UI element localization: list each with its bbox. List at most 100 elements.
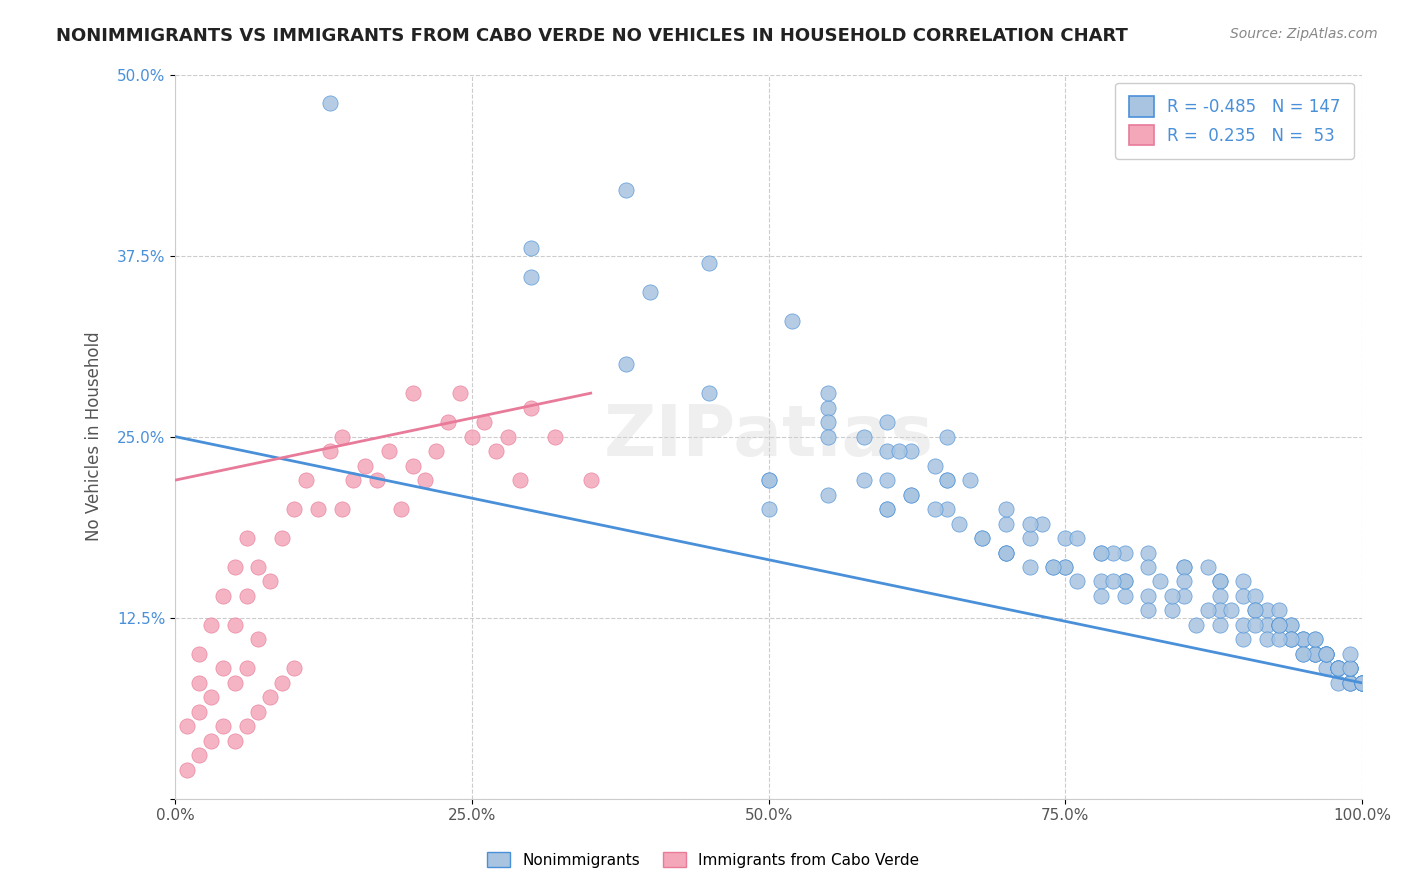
Point: [1268, 618, 1291, 632]
Point: [699, 386, 721, 401]
Point: [224, 560, 246, 574]
Point: [1303, 632, 1326, 647]
Point: [1137, 589, 1160, 603]
Point: [1315, 647, 1337, 661]
Point: [1090, 574, 1112, 589]
Point: [972, 531, 994, 545]
Point: [437, 415, 460, 429]
Point: [224, 734, 246, 748]
Point: [1279, 632, 1302, 647]
Point: [1256, 603, 1278, 617]
Point: [1351, 676, 1374, 690]
Point: [1244, 589, 1267, 603]
Point: [1327, 661, 1350, 675]
Point: [496, 430, 519, 444]
Point: [1173, 560, 1195, 574]
Point: [472, 415, 495, 429]
Point: [366, 473, 388, 487]
Point: [972, 531, 994, 545]
Point: [378, 444, 401, 458]
Point: [1339, 647, 1361, 661]
Point: [1315, 647, 1337, 661]
Point: [1090, 545, 1112, 559]
Point: [1292, 632, 1315, 647]
Point: [1232, 589, 1254, 603]
Point: [509, 473, 531, 487]
Point: [176, 719, 198, 733]
Point: [188, 748, 211, 763]
Point: [1351, 676, 1374, 690]
Point: [1197, 603, 1219, 617]
Point: [1244, 603, 1267, 617]
Point: [1018, 531, 1040, 545]
Point: [876, 502, 898, 516]
Point: [1339, 676, 1361, 690]
Point: [318, 96, 340, 111]
Point: [200, 734, 222, 748]
Point: [520, 401, 543, 415]
Point: [1279, 618, 1302, 632]
Point: [959, 473, 981, 487]
Point: [235, 531, 257, 545]
Point: [1173, 589, 1195, 603]
Point: [200, 690, 222, 705]
Point: [852, 473, 875, 487]
Point: [758, 473, 780, 487]
Point: [1315, 647, 1337, 661]
Point: [1292, 647, 1315, 661]
Point: [1054, 560, 1077, 574]
Point: [1173, 574, 1195, 589]
Point: [1161, 589, 1184, 603]
Point: [259, 574, 281, 589]
Point: [1339, 661, 1361, 675]
Point: [1220, 603, 1243, 617]
Point: [1232, 632, 1254, 647]
Point: [1327, 661, 1350, 675]
Point: [948, 516, 970, 531]
Point: [235, 661, 257, 675]
Point: [318, 444, 340, 458]
Point: [1101, 545, 1123, 559]
Point: [520, 241, 543, 255]
Point: [1208, 574, 1230, 589]
Text: Source: ZipAtlas.com: Source: ZipAtlas.com: [1230, 27, 1378, 41]
Point: [1114, 574, 1136, 589]
Point: [1185, 618, 1208, 632]
Point: [1054, 531, 1077, 545]
Point: [1303, 632, 1326, 647]
Point: [544, 430, 567, 444]
Point: [1101, 574, 1123, 589]
Point: [1351, 676, 1374, 690]
Point: [1066, 531, 1088, 545]
Point: [935, 502, 957, 516]
Point: [1137, 545, 1160, 559]
Point: [1149, 574, 1171, 589]
Point: [1279, 618, 1302, 632]
Point: [1114, 545, 1136, 559]
Point: [212, 719, 235, 733]
Point: [212, 661, 235, 675]
Point: [1303, 647, 1326, 661]
Point: [485, 444, 508, 458]
Point: [852, 430, 875, 444]
Point: [924, 458, 946, 473]
Point: [520, 270, 543, 285]
Point: [1018, 560, 1040, 574]
Point: [235, 589, 257, 603]
Point: [1351, 676, 1374, 690]
Point: [1208, 618, 1230, 632]
Point: [1279, 632, 1302, 647]
Point: [1018, 516, 1040, 531]
Text: ZIPatlas: ZIPatlas: [603, 402, 934, 471]
Point: [1232, 574, 1254, 589]
Point: [1114, 589, 1136, 603]
Point: [995, 516, 1018, 531]
Point: [1066, 574, 1088, 589]
Point: [188, 676, 211, 690]
Point: [247, 560, 270, 574]
Point: [1268, 603, 1291, 617]
Point: [1292, 632, 1315, 647]
Point: [1279, 632, 1302, 647]
Point: [1268, 618, 1291, 632]
Point: [1042, 560, 1064, 574]
